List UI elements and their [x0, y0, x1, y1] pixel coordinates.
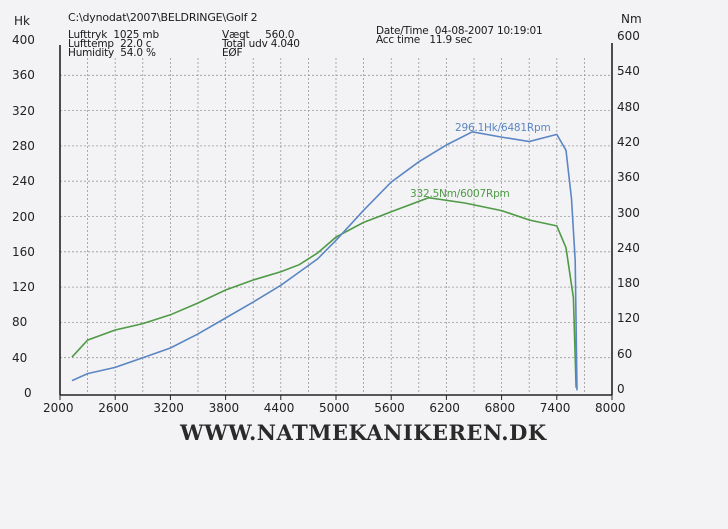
right-tick-label: 420 [617, 134, 640, 149]
total-udv-label: Total udv 4.040 [222, 38, 300, 50]
right-tick-label: 480 [617, 99, 640, 114]
eof-label: EØF [222, 47, 243, 59]
left-tick-label: 80 [12, 315, 28, 330]
x-tick-label: 2000 [43, 401, 74, 415]
weight-label: Vægt 560.0 [222, 29, 295, 41]
right-tick-label: 600 [617, 29, 640, 43]
left-tick-label: 240 [12, 174, 35, 189]
left-tick-label: 40 [12, 350, 28, 365]
left-tick-label: 360 [12, 68, 35, 83]
lufttryk-label: Lufttryk 1025 mb [68, 29, 159, 41]
left-tick-label: 400 [12, 33, 35, 47]
x-tick-label: 5600 [374, 401, 405, 415]
x-tick-label: 7400 [539, 401, 571, 415]
x-tick-label: 5000 [319, 401, 350, 415]
left-tick-label: 120 [12, 280, 35, 295]
right-tick-label: 540 [617, 64, 640, 79]
file-path: C:\dynodat\2007\BELDRINGE\Golf 2 [68, 11, 258, 24]
torque-peak-annotation: 332.5Nm/6007Rpm [410, 188, 510, 200]
right-tick-label: 240 [617, 240, 640, 255]
right-tick-label: 0 [617, 382, 625, 396]
x-tick-label: 2600 [98, 401, 129, 415]
left-tick-label: 0 [24, 386, 32, 400]
right-tick-label: 120 [617, 311, 640, 326]
axis-frame [59, 43, 613, 400]
left-axis-unit: Hk [14, 14, 30, 28]
x-tick-label: 3800 [208, 401, 240, 415]
humidity-label: Humidity 54.0 % [68, 47, 156, 59]
datetime-label: Date/Time 04-08-2007 10:19:01 [376, 25, 543, 37]
x-tick-label: 6800 [484, 401, 516, 415]
power-peak-annotation: 296.1Hk/6481Rpm [455, 122, 551, 134]
right-tick-label: 180 [617, 276, 640, 291]
right-tick-label: 300 [617, 205, 640, 220]
x-tick-label: 8000 [595, 401, 626, 415]
lufttemp-label: Lufttemp 22.0 c [68, 38, 152, 50]
left-tick-label: 160 [12, 244, 35, 259]
torque-curve [71, 196, 577, 388]
acc-time-label: Acc time 11.9 sec [376, 34, 473, 46]
right-axis-unit: Nm [621, 12, 642, 26]
power-curve [71, 130, 578, 391]
website-footer: WWW.NATMEKANIKEREN.DK [180, 420, 547, 445]
x-tick-label: 3200 [153, 401, 184, 415]
left-tick-label: 320 [12, 103, 35, 118]
right-tick-label: 360 [617, 170, 640, 185]
x-tick-label: 6200 [429, 401, 460, 415]
x-tick-label: 4400 [263, 401, 295, 415]
right-tick-label: 60 [617, 346, 633, 361]
left-tick-label: 280 [12, 138, 35, 153]
grid-lines [60, 58, 612, 393]
left-tick-label: 200 [12, 209, 35, 224]
